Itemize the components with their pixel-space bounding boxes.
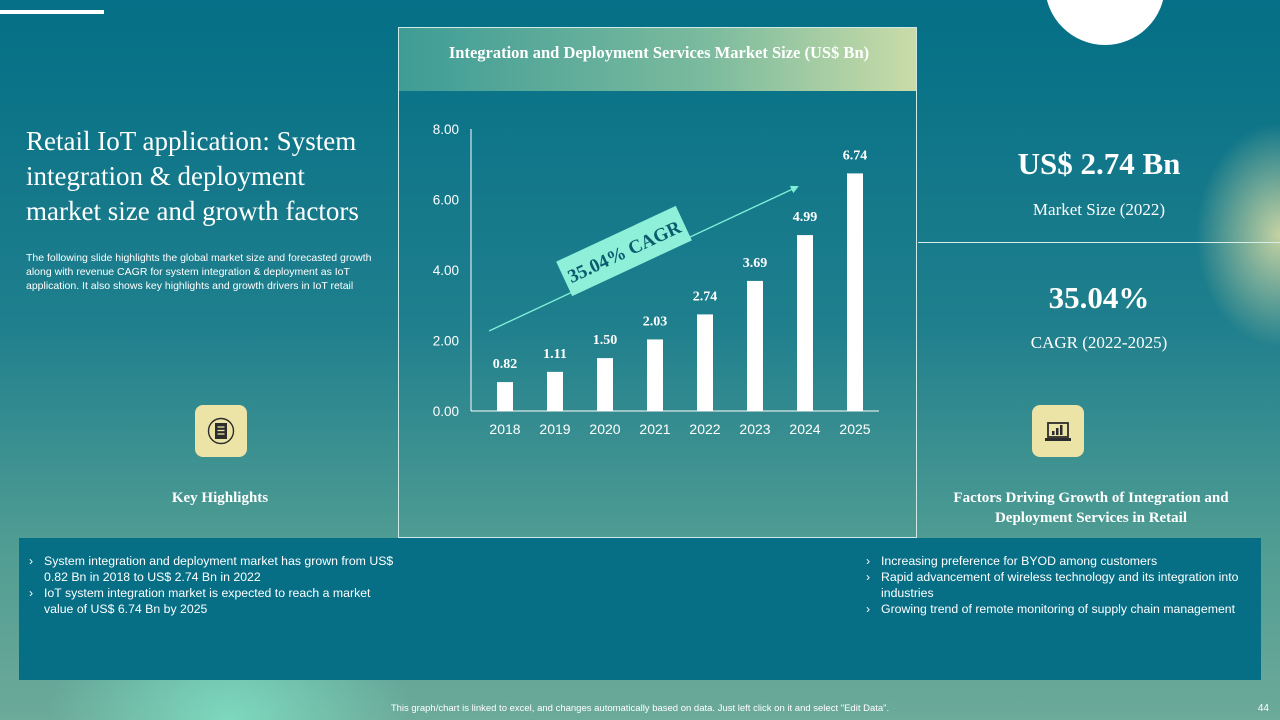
data-label: 3.69 (743, 256, 768, 271)
market-size-value: US$ 2.74 Bn (1017, 146, 1181, 181)
data-label: 6.74 (843, 148, 868, 163)
x-tick-label: 2023 (739, 421, 770, 437)
chevron-right-icon: › (866, 570, 871, 584)
x-tick-label: 2018 (489, 421, 520, 437)
bar-chart[interactable]: 0.00 2.00 4.00 6.00 8.00 0.82 2018 1.11 2019 1.5… (399, 91, 918, 531)
slide-description: The following slide highlights the globa… (26, 252, 372, 292)
x-tick-label: 2020 (589, 421, 620, 437)
list-item: › Rapid advancement of wireless technolog… (866, 570, 1239, 600)
chart-header: Integration and Deployment Services Mark… (399, 28, 916, 91)
list-item: › System integration and deployment marke… (29, 554, 394, 584)
data-label: 0.82 (493, 357, 518, 372)
bottom-band (19, 538, 1261, 680)
cagr-value: 35.04% (1048, 280, 1150, 315)
y-tick-label: 8.00 (433, 122, 459, 137)
growth-factors-heading: Factors Driving Growth of Integration an… (953, 490, 1229, 526)
data-label: 2.74 (693, 289, 718, 304)
y-tick-label: 6.00 (433, 193, 459, 208)
data-label: 1.50 (593, 333, 618, 348)
market-size-label: Market Size (2022) (1032, 200, 1166, 219)
bar-2019 (547, 371, 563, 411)
list-item: › Increasing preference for BYOD among cu… (866, 554, 1158, 568)
cagr-badge: 35.04% CAGR (556, 205, 692, 297)
chart-panel[interactable]: Integration and Deployment Services Mark… (398, 27, 917, 538)
bar-2023 (747, 280, 763, 411)
document-list-icon (207, 417, 235, 445)
slide-title: Retail IoT application: System integrati… (26, 126, 359, 226)
x-tick-label: 2019 (539, 421, 570, 437)
y-tick-label: 4.00 (433, 263, 459, 278)
top-accent-line (0, 10, 104, 14)
x-tick-label: 2025 (839, 421, 870, 437)
bar-2022 (697, 314, 713, 411)
bar-2020 (597, 358, 613, 411)
key-highlights-list: › System integration and deployment marke… (25, 553, 399, 617)
data-label: 4.99 (793, 210, 818, 225)
decorative-circle (1045, 0, 1165, 45)
key-highlights-heading: Key Highlights (171, 490, 269, 506)
chevron-right-icon: › (866, 554, 871, 568)
list-item: › Growing trend of remote monitoring of s… (866, 602, 1236, 616)
chevron-right-icon: › (866, 602, 871, 616)
chevron-right-icon: › (29, 554, 34, 568)
stats-divider (918, 242, 1280, 243)
y-tick-label: 0.00 (433, 404, 459, 419)
bar-2018 (497, 382, 513, 411)
growth-factors-icon-box (1032, 405, 1084, 457)
x-tick-label: 2022 (689, 421, 720, 437)
bar-2025 (847, 173, 863, 411)
data-label: 2.03 (643, 314, 668, 329)
cagr-label: CAGR (2022-2025) (1030, 333, 1168, 352)
laptop-chart-icon (1045, 422, 1071, 441)
y-tick-label: 2.00 (433, 334, 459, 349)
x-tick-label: 2021 (639, 421, 670, 437)
chart-title: Integration and Deployment Services Mark… (448, 43, 870, 62)
bar-2024 (797, 235, 813, 411)
page-number: 44 (1257, 703, 1269, 714)
bar-2021 (647, 339, 663, 411)
footer-note: This graph/chart is linked to excel, and… (390, 703, 890, 714)
key-highlights-icon-box (195, 405, 247, 457)
x-tick-label: 2024 (789, 421, 820, 437)
chevron-right-icon: › (29, 586, 34, 600)
growth-factors-list: › Increasing preference for BYOD among cu… (862, 553, 1244, 617)
list-item: › IoT system integration market is expect… (29, 586, 371, 616)
data-label: 1.11 (543, 347, 567, 362)
